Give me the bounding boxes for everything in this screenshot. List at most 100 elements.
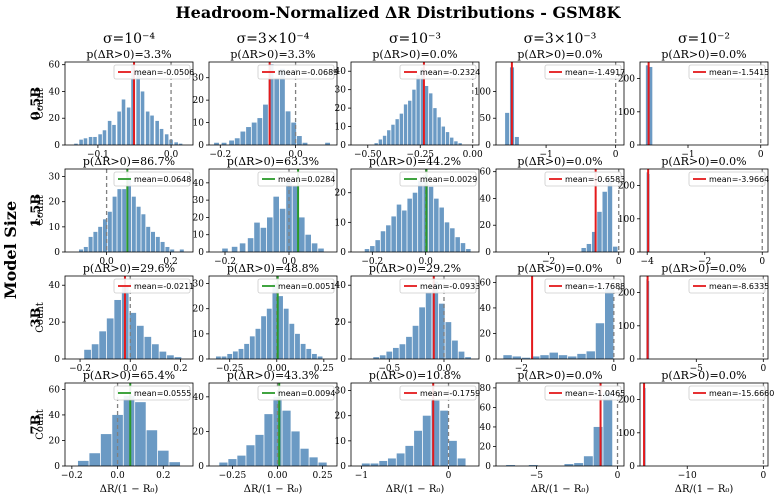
y-tick-label: 0 xyxy=(54,462,60,472)
y-tick-label: 40 xyxy=(480,194,492,204)
x-tick-label: −0.2 xyxy=(209,150,231,160)
histogram-bar xyxy=(146,226,151,252)
histogram-bar xyxy=(164,134,169,145)
panel-frame xyxy=(639,275,769,360)
x-tick-label: 0 xyxy=(611,364,617,374)
histogram-bar xyxy=(88,136,93,145)
histogram-bar xyxy=(246,127,251,145)
histogram-bar xyxy=(238,348,244,359)
histogram-bar xyxy=(318,248,324,252)
histogram-bar xyxy=(412,325,419,359)
histogram-bar xyxy=(412,89,416,145)
histogram-bar xyxy=(448,440,457,466)
histogram-bar xyxy=(514,136,519,145)
legend-mean-label: mean=-8.6335 xyxy=(709,282,769,291)
legend: mean=-0.6583 xyxy=(544,171,625,187)
histogram-bar xyxy=(386,225,391,252)
legend-box xyxy=(544,64,622,80)
p-positive-label: p(ΔR>0)=43.3% xyxy=(227,369,319,382)
panel-frame xyxy=(350,382,480,467)
y-tick-label: 0 xyxy=(340,141,346,151)
histogram-bar xyxy=(440,410,449,466)
histogram-bar xyxy=(249,336,255,359)
histogram-bar xyxy=(613,246,618,252)
histogram-bar xyxy=(160,241,165,252)
y-tick-label: 100 xyxy=(474,87,491,97)
x-tick-label: −10 xyxy=(678,471,697,481)
histogram-bar xyxy=(445,322,452,359)
x-tick-label: −2 xyxy=(698,257,711,267)
legend-mean-label: mean=0.0029 xyxy=(420,175,477,184)
histogram-bar xyxy=(102,130,107,145)
histogram-bar xyxy=(228,459,237,466)
legend-mean-label: mean=0.0051 xyxy=(278,282,335,291)
panel-frame xyxy=(208,168,338,253)
histogram-bar xyxy=(286,179,292,252)
x-tick-label: 0.0 xyxy=(99,257,114,267)
histogram-bar xyxy=(455,237,460,252)
histogram-bar xyxy=(374,143,378,145)
histogram-bar xyxy=(229,140,235,145)
histogram-bar xyxy=(278,296,283,359)
histogram-bar xyxy=(387,458,396,466)
column-title: σ=3×10⁻⁴ xyxy=(237,31,310,47)
legend-mean-label: mean=-15.6660 xyxy=(709,389,774,398)
histogram-bar xyxy=(98,134,102,145)
legend-mean-label: mean=0.0555 xyxy=(134,389,191,398)
x-axis-label: ΔR/(1 − R₀) xyxy=(244,484,303,495)
legend-mean-label: mean=-0.2324 xyxy=(420,68,480,77)
histogram-bar xyxy=(431,400,440,466)
x-tick-label: −2 xyxy=(542,257,555,267)
y-tick-label: 0 xyxy=(198,355,204,365)
histogram-bar xyxy=(444,222,450,252)
histogram-bar xyxy=(98,226,103,252)
histogram-bar xyxy=(117,189,122,252)
histogram-bar xyxy=(136,206,141,252)
legend-mean-label: mean=0.0094 xyxy=(278,389,335,398)
histogram-bar xyxy=(260,227,267,252)
histogram-bar xyxy=(232,351,238,359)
histogram-bar xyxy=(273,396,282,466)
p-positive-label: p(ΔR>0)=44.2% xyxy=(369,155,461,168)
histogram-bar xyxy=(375,240,380,252)
histogram-bar xyxy=(140,91,145,145)
histogram-bar xyxy=(645,65,649,145)
histogram-bar xyxy=(135,402,146,466)
legend-mean-label: mean=-0.0211 xyxy=(134,282,194,291)
legend-box xyxy=(688,385,766,401)
legend-box xyxy=(688,64,766,80)
legend-mean-label: mean=-3.9664 xyxy=(709,175,769,184)
histogram-bar xyxy=(174,142,178,145)
y-tick-label: 60 xyxy=(49,61,61,71)
x-tick-label: 0 xyxy=(760,364,766,374)
histogram-bar xyxy=(595,323,605,359)
legend: mean=0.0051 xyxy=(257,278,335,294)
y-tick-label: 20 xyxy=(335,189,347,199)
histogram-bar xyxy=(239,243,246,252)
histogram-bar xyxy=(222,248,228,252)
histogram-bar xyxy=(311,243,318,252)
column-title: σ=10⁻⁴ xyxy=(103,31,155,47)
histogram-bar xyxy=(295,333,300,359)
x-tick-label: 0.25 xyxy=(314,364,334,374)
histogram-bar xyxy=(370,246,375,252)
histogram-bar xyxy=(247,238,254,252)
legend: mean=-3.9664 xyxy=(688,171,769,187)
histogram-panel: p(ΔR>0)=65.4% −0.2 0.0 0.2 0 20 40 60 Count ΔR/(1… xyxy=(35,369,194,495)
histogram-bar xyxy=(151,344,159,359)
panel-frame xyxy=(495,382,625,467)
histogram-bar xyxy=(291,431,300,466)
legend: mean=-0.0211 xyxy=(113,278,194,294)
p-positive-label: p(ΔR>0)=65.4% xyxy=(83,369,175,382)
histogram-bar xyxy=(418,180,423,252)
y-tick-label: 30 xyxy=(193,74,205,84)
p-positive-label: p(ΔR>0)=63.3% xyxy=(227,155,319,168)
histogram-panel: p(ΔR>0)=29.2% −0.5 0.0 0 20 40 mean=-0.0933 xyxy=(335,262,481,374)
y-tick-label: 20 xyxy=(193,305,205,315)
histogram-bar xyxy=(136,325,144,359)
histogram-bar xyxy=(296,136,302,145)
histogram-bar xyxy=(458,143,462,145)
x-tick-label: −1 xyxy=(681,150,694,160)
legend-mean-label: mean=-1.0465 xyxy=(565,389,625,398)
histogram-bar xyxy=(396,453,405,466)
